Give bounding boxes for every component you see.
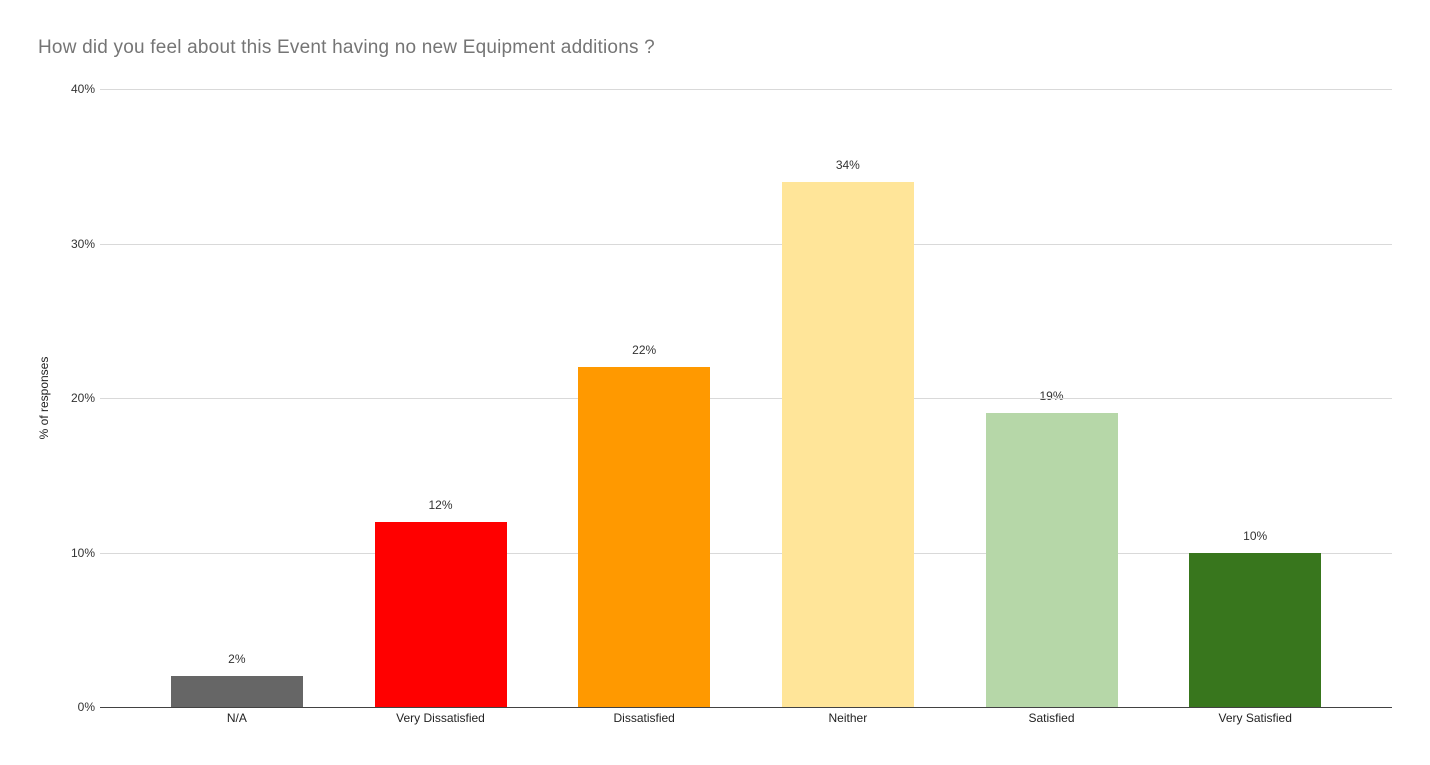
bar-very-dissatisfied (374, 521, 507, 707)
bar-value-label-satisfied: 19% (1039, 389, 1064, 404)
x-category-label-dissatisfied: Dissatisfied (613, 711, 675, 725)
bar-cell-n-a: 2% (135, 89, 339, 707)
bar-cell-satisfied: 19% (950, 89, 1154, 707)
x-category-label-very-dissatisfied: Very Dissatisfied (396, 711, 485, 725)
x-axis-category-labels: N/A Very Dissatisfied Dissatisfied Neither S… (100, 711, 1392, 725)
bar-cell-neither: 34% (746, 89, 950, 707)
bar-value-label-n-a: 2% (228, 652, 246, 667)
bar-n-a (170, 676, 303, 707)
chart-title: How did you feel about this Event having… (38, 37, 655, 58)
x-category-label-n-a: N/A (226, 711, 247, 725)
bar-value-label-very-satisfied: 10% (1243, 528, 1268, 543)
bars-row: 2% 12% 22% 34% 19% 10% (100, 89, 1392, 707)
y-tick-label-10pct: 10% (70, 545, 95, 560)
y-tick-label-40pct: 40% (70, 82, 95, 96)
gridline-30pct (100, 243, 1392, 245)
bar-neither (781, 181, 914, 707)
gridline-40pct (100, 89, 1392, 90)
gridline-10pct (100, 552, 1392, 554)
bar-cell-dissatisfied: 22% (542, 89, 746, 707)
x-category-label-satisfied: Satisfied (1028, 711, 1075, 725)
y-tick-label-0pct: 0% (77, 700, 95, 714)
plot-area: 2% 12% 22% 34% 19% 10% (100, 89, 1392, 708)
bar-value-label-neither: 34% (835, 157, 860, 172)
gridline-0pct (100, 707, 1392, 708)
x-category-label-very-satisfied: Very Satisfied (1218, 711, 1292, 725)
gridline-20pct (100, 398, 1392, 399)
x-category-label-neither: Neither (828, 711, 868, 725)
bar-very-satisfied (1189, 552, 1322, 707)
y-axis-tick-labels: 0% 10% 20% 30% 40% (0, 82, 95, 714)
bar-cell-very-satisfied: 10% (1153, 89, 1357, 707)
y-tick-label-30pct: 30% (70, 236, 95, 251)
bar-dissatisfied (578, 367, 711, 707)
bar-satisfied (985, 413, 1118, 707)
bar-cell-very-dissatisfied: 12% (339, 89, 543, 707)
y-tick-label-20pct: 20% (70, 391, 95, 405)
bar-value-label-very-dissatisfied: 12% (428, 497, 453, 512)
bar-value-label-dissatisfied: 22% (632, 343, 657, 358)
